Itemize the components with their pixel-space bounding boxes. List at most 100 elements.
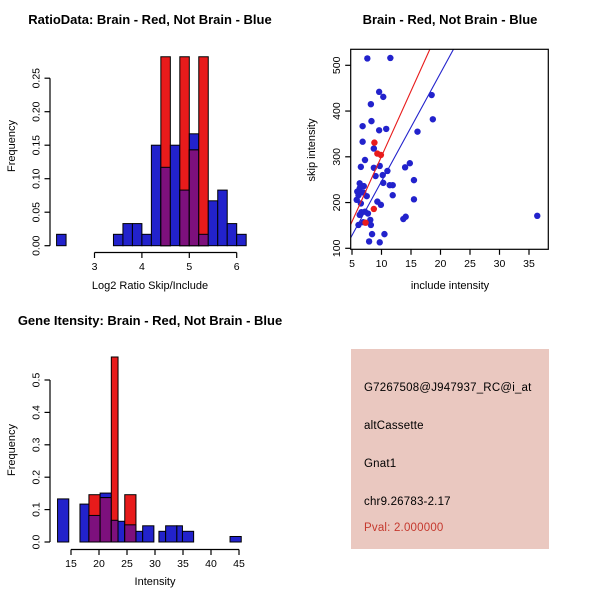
blue-bar [142,525,155,543]
y-tick-labels: 0.00 0.05 0.10 0.15 0.20 0.25 [31,68,43,256]
overlap-bar [198,233,209,247]
y-axis [44,77,51,247]
panel-gene-info: G7267508@J947937_RC@i_at altCassette Gna… [300,300,600,600]
svg-text:0.25: 0.25 [31,68,43,89]
blue-bar [169,144,181,247]
panel-intensity-scatter: 5 10 15 20 25 30 35 100 200 300 400 500 Brain - Red,… [300,0,600,300]
blue-bar [226,223,238,247]
svg-text:0.3: 0.3 [31,437,43,452]
x-axis-label: Log2 Ratio Skip/Include [92,280,208,292]
blue-bar [112,233,124,247]
svg-text:0.05: 0.05 [31,202,43,223]
x-axis [93,251,238,258]
red-fit-line [350,49,431,225]
blue-bar [56,233,67,247]
x-tick-labels: 15 20 25 30 35 40 45 [65,558,245,570]
blue-points [353,54,541,246]
overlap-bar [179,189,190,247]
locus-text: chr9.26783-2.17 [364,496,451,508]
overlap-bar [188,149,200,247]
svg-text:35: 35 [177,558,189,570]
y-axis-label: Frequency [6,424,18,476]
overlap-bar [99,497,112,543]
blue-fit-line [350,49,454,239]
blue-bar [229,535,242,543]
overlap-bar [110,519,119,543]
svg-text:300: 300 [331,148,343,166]
y-axis [345,64,351,249]
svg-text:0.1: 0.1 [31,502,43,517]
svg-text:30: 30 [149,558,161,570]
plot-box [350,48,549,250]
x-axis-label: Intensity [135,576,176,588]
blue-bar [176,525,183,543]
red-bar [110,356,119,543]
red-bar [198,56,209,247]
fit-lines [350,49,454,239]
x-axis-label: include intensity [411,280,490,292]
gene-intensity-histogram-chart: 15 20 25 30 35 40 45 0.0 0.1 0.2 0.3 0.4 0.5 Gene Ite… [6,313,282,588]
svg-text:0.4: 0.4 [31,405,43,420]
svg-text:20: 20 [435,258,447,270]
blue-bar [158,530,167,543]
svg-text:0.20: 0.20 [31,101,43,122]
chart-title: Gene Itensity: Brain - Red, Not Brain - … [18,313,282,328]
svg-text:0.00: 0.00 [31,235,43,256]
panel-gene-intensity-histogram: 15 20 25 30 35 40 45 0.0 0.1 0.2 0.3 0.4 0.5 Gene Ite… [0,300,300,600]
svg-text:10: 10 [376,258,388,270]
histogram-bars [57,356,242,543]
svg-text:45: 45 [233,558,245,570]
y-axis-label: Frequency [6,120,18,172]
gene-info-box: G7267508@J947937_RC@i_at altCassette Gna… [351,349,549,549]
svg-text:3: 3 [92,261,98,273]
blue-bar [135,530,144,543]
blue-bar [181,530,195,543]
svg-text:40: 40 [205,558,217,570]
svg-text:400: 400 [331,102,343,120]
ratio-histogram-chart: 3 4 5 6 0.00 0.05 0.10 0.15 0.20 0.25 RatioData: B… [6,12,272,292]
blue-bar [150,144,162,247]
blue-bar [122,223,133,247]
svg-text:200: 200 [331,194,343,212]
x-tick-labels: 5 10 15 20 25 30 35 [349,258,535,270]
blue-bar [57,498,70,543]
probe-id-text: G7267508@J947937_RC@i_at [364,382,532,394]
svg-text:30: 30 [494,258,506,270]
pval-text: Pval: 2.000000 [364,522,444,534]
x-tick-labels: 3 4 5 6 [92,261,240,273]
overlap-bar [88,514,101,543]
svg-text:35: 35 [523,258,535,270]
blue-bar [207,200,219,247]
histogram-bars [56,56,247,247]
blue-bar [217,189,228,247]
blue-bar [141,233,152,247]
intensity-scatter-chart: 5 10 15 20 25 30 35 100 200 300 400 500 Brain - Red,… [306,12,549,292]
event-type-text: altCassette [364,420,424,432]
blue-bar [165,525,178,543]
y-tick-labels: 0.0 0.1 0.2 0.3 0.4 0.5 [31,373,43,550]
y-tick-labels: 100 200 300 400 500 [331,56,343,257]
svg-text:0.5: 0.5 [31,373,43,388]
svg-text:0.10: 0.10 [31,168,43,189]
blue-bar [131,223,143,247]
gene-name-text: Gnat1 [364,458,397,470]
chart-title: RatioData: Brain - Red, Not Brain - Blue [28,12,271,27]
svg-text:5: 5 [349,258,355,270]
overlap-bar [160,166,171,247]
svg-text:15: 15 [405,258,417,270]
svg-text:20: 20 [93,558,105,570]
y-axis-label: skip intensity [306,118,318,181]
svg-text:500: 500 [331,56,343,74]
svg-text:25: 25 [121,558,133,570]
svg-text:0.0: 0.0 [31,535,43,550]
panel-ratio-histogram: 3 4 5 6 0.00 0.05 0.10 0.15 0.20 0.25 RatioData: B… [0,0,300,300]
svg-text:6: 6 [234,261,240,273]
svg-text:0.2: 0.2 [31,470,43,485]
overlap-bar [124,524,137,543]
svg-text:100: 100 [331,239,343,257]
x-axis [351,249,530,255]
blue-bar [236,233,247,247]
svg-text:4: 4 [139,261,145,273]
svg-text:0.15: 0.15 [31,135,43,156]
